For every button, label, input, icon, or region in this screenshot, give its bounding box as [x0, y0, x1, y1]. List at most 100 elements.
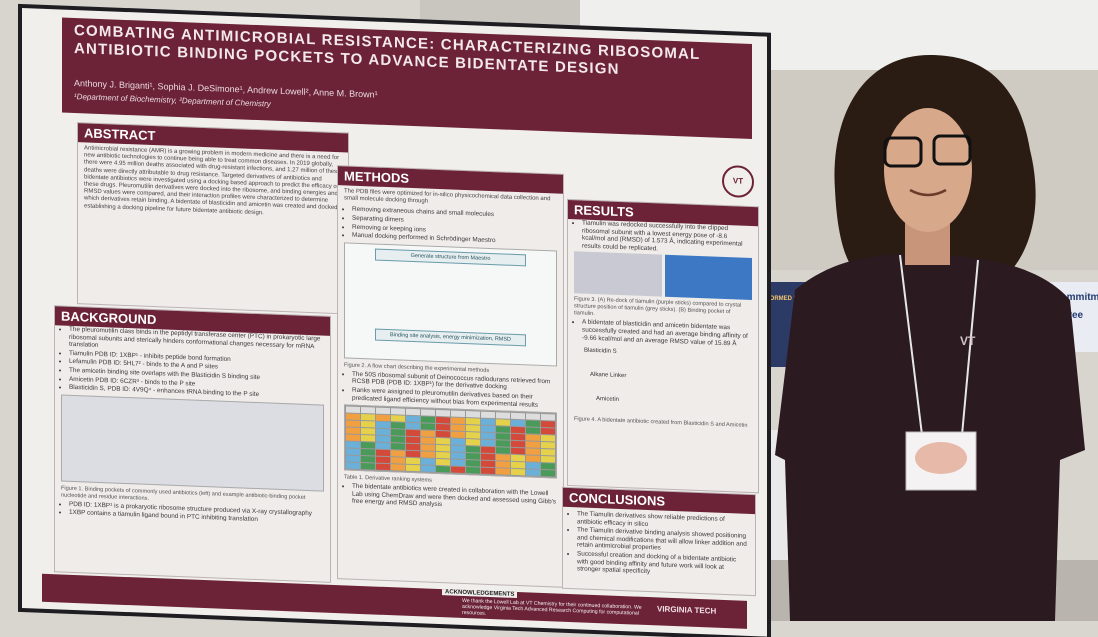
table-cell	[496, 447, 510, 454]
table-cell	[541, 442, 555, 449]
table-cell	[451, 417, 465, 425]
lanyard	[899, 254, 923, 436]
table-cell	[391, 464, 405, 471]
table-cell	[526, 427, 540, 435]
table-cell	[481, 432, 495, 440]
glasses	[932, 134, 972, 166]
table-cell	[361, 421, 375, 428]
table-cell	[466, 467, 480, 474]
background: BACKGROUND The pleuromutilin class binds…	[54, 305, 331, 583]
results: RESULTS Tiamulin was redocked successful…	[567, 198, 759, 494]
table-cell	[406, 443, 420, 451]
table-cell	[451, 445, 465, 453]
table-cell	[406, 422, 420, 430]
table-cell	[376, 428, 390, 436]
table-cell	[421, 444, 435, 452]
table-cell	[481, 467, 495, 475]
table-cell	[436, 417, 450, 424]
table-cell	[376, 463, 390, 471]
table-cell	[466, 460, 480, 467]
shirt-logo: VT	[960, 334, 976, 348]
table-cell	[421, 416, 435, 424]
table-cell	[496, 433, 510, 440]
table-cell	[421, 451, 435, 459]
table-cell	[511, 461, 525, 469]
lanyard	[961, 259, 979, 436]
table-cell	[391, 450, 405, 457]
table-cell	[421, 423, 435, 431]
table-cell	[391, 415, 405, 422]
table-cell	[541, 470, 555, 477]
molecule-label: Amicetin	[596, 396, 620, 404]
table-cell	[451, 438, 465, 446]
table-cell	[511, 412, 525, 420]
table-cell	[526, 420, 540, 428]
methods: METHODS The PDB files were optimized for…	[337, 165, 564, 588]
table-cell	[511, 440, 525, 448]
table-cell	[406, 457, 420, 465]
table-cell	[361, 414, 375, 421]
table-cell	[436, 452, 450, 459]
figure-panel	[574, 251, 662, 297]
table-cell	[526, 462, 540, 470]
table-cell	[541, 456, 555, 463]
figure-4: Blasticidin S Alkane Linker Amicetin	[574, 343, 752, 420]
table-cell	[436, 410, 450, 417]
table-cell	[421, 430, 435, 438]
table-cell	[511, 447, 525, 455]
table-cell	[481, 446, 495, 454]
table-cell	[421, 458, 435, 466]
molecule-label: Blasticidin S	[584, 347, 617, 356]
table-cell	[376, 435, 390, 443]
bullet: Tiamulin was redocked successfully into …	[582, 220, 752, 257]
table-cell	[361, 428, 375, 435]
table-cell	[376, 407, 390, 415]
table-cell	[496, 412, 510, 419]
table-cell	[436, 459, 450, 466]
table-cell	[526, 434, 540, 442]
flow-chart: Generate structure from Maestro Binding …	[344, 242, 557, 367]
glasses	[883, 136, 923, 168]
seal: VT	[722, 164, 754, 199]
ranking-table	[344, 404, 557, 479]
table-cell	[376, 456, 390, 464]
table-cell	[466, 439, 480, 446]
table-cell	[451, 452, 465, 460]
table-cell	[481, 453, 495, 461]
table-cell	[361, 435, 375, 442]
table-cell	[481, 425, 495, 433]
table-cell	[346, 420, 360, 428]
figure-3	[574, 251, 752, 301]
table-cell	[406, 436, 420, 444]
table-cell	[541, 428, 555, 435]
table-cell	[496, 468, 510, 475]
figure-1	[61, 394, 324, 492]
table-cell	[436, 424, 450, 431]
table-cell	[496, 426, 510, 433]
table-cell	[451, 431, 465, 439]
table-cell	[376, 442, 390, 450]
poster: COMBATING ANTIMICROBIAL RESISTANCE: CHAR…	[22, 8, 767, 637]
table-cell	[361, 407, 375, 414]
screen-text: Free	[1062, 310, 1084, 321]
table-cell	[436, 431, 450, 438]
table-cell	[361, 463, 375, 470]
abstract-text: Antimicrobial resistance (AMR) is a grow…	[84, 145, 341, 216]
page: INFORMED ENGINEERING EVENTS commitm Free…	[0, 0, 1098, 621]
table-cell	[511, 454, 525, 462]
table-cell	[496, 461, 510, 468]
table-cell	[541, 414, 555, 421]
table-cell	[526, 455, 540, 463]
table-cell	[496, 440, 510, 447]
face	[884, 108, 972, 232]
table-cell	[511, 433, 525, 441]
table-cell	[406, 408, 420, 416]
table-cell	[526, 413, 540, 421]
table-cell	[541, 449, 555, 456]
molecule-label: Alkane Linker	[590, 371, 627, 380]
table-cell	[451, 424, 465, 432]
table-cell	[406, 450, 420, 458]
table-cell	[361, 456, 375, 463]
table-cell	[526, 441, 540, 449]
figure-panel	[664, 255, 752, 301]
